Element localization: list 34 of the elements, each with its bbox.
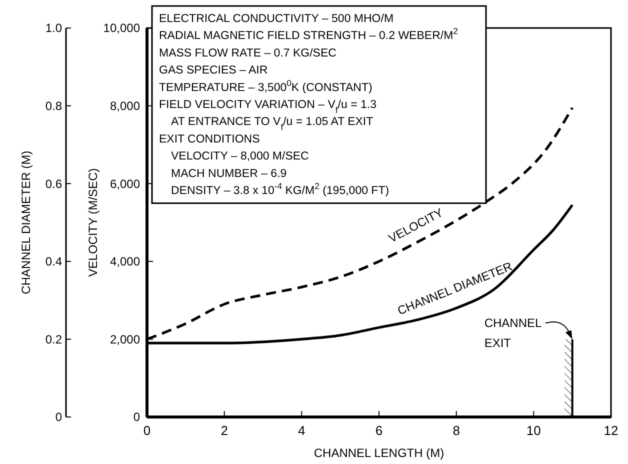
y2-tick-label: 0.6 [45, 176, 62, 191]
y-tick-label: 10,000 [103, 21, 140, 36]
annotation: TEMPERATURE – 3,500$^{0}$K (CONSTANT) [159, 78, 372, 94]
annotation: CHANNEL EXIT [484, 316, 542, 350]
annotation: EXIT CONDITIONS [159, 133, 260, 146]
y-tick-label: 0 [133, 410, 140, 424]
y-tick-label: 2,000 [110, 332, 140, 346]
y2-tick-label: 0.8 [45, 99, 62, 113]
y2-axis-title: CHANNEL DIAMETER (M) [19, 150, 33, 294]
y2-tick-label: 0.4 [45, 254, 62, 269]
annotation: MACH NUMBER – 6.9 [171, 168, 287, 180]
annotation: GAS SPECIES – AIR [159, 64, 268, 77]
x-tick-label: 0 [143, 423, 151, 438]
y-tick-label: 6,000 [110, 176, 140, 191]
text: ELECTRICAL CONDUCTIVITY – 500 MHO/M [159, 13, 394, 25]
x-tick-label: 10 [526, 423, 541, 438]
annotation: RADIAL MAGNETIC FIELD STRENGTH – 0.2 WEBER/M$^{2}$ [159, 26, 458, 42]
x-axis-title: CHANNEL LENGTH (M) [314, 446, 444, 460]
x-tick-label: 2 [220, 423, 228, 438]
x-tick-label: 12 [604, 423, 618, 438]
y-axis-title: VELOCITY (M/SEC) [86, 168, 100, 277]
annotation: DENSITY – 3.8 x 10$^{-4}$ KG/M$^{2}$ (195,000 FT) [171, 181, 390, 197]
y-tick-label: 4,000 [110, 254, 140, 269]
annotation: VELOCITY – 8,000 M/SEC [171, 150, 309, 163]
annotation: MASS FLOW RATE – 0.7 KG/SEC [159, 47, 336, 60]
y2-tick-label: 1.0 [45, 21, 62, 36]
y-tick-label: 8,000 [110, 99, 140, 113]
x-tick-label: 4 [298, 423, 306, 438]
y2-tick-label: 0.2 [45, 332, 62, 346]
x-tick-label: 6 [375, 423, 383, 438]
x-tick-label: 8 [452, 423, 460, 438]
annotation: AT ENTRANCE TO V$_{f}$/u = 1.05 AT EXIT [171, 116, 374, 132]
y2-tick-label: 0 [55, 410, 62, 424]
annotation: FIELD VELOCITY VARIATION – V$_{f}$/u = 1.3 [159, 99, 376, 115]
